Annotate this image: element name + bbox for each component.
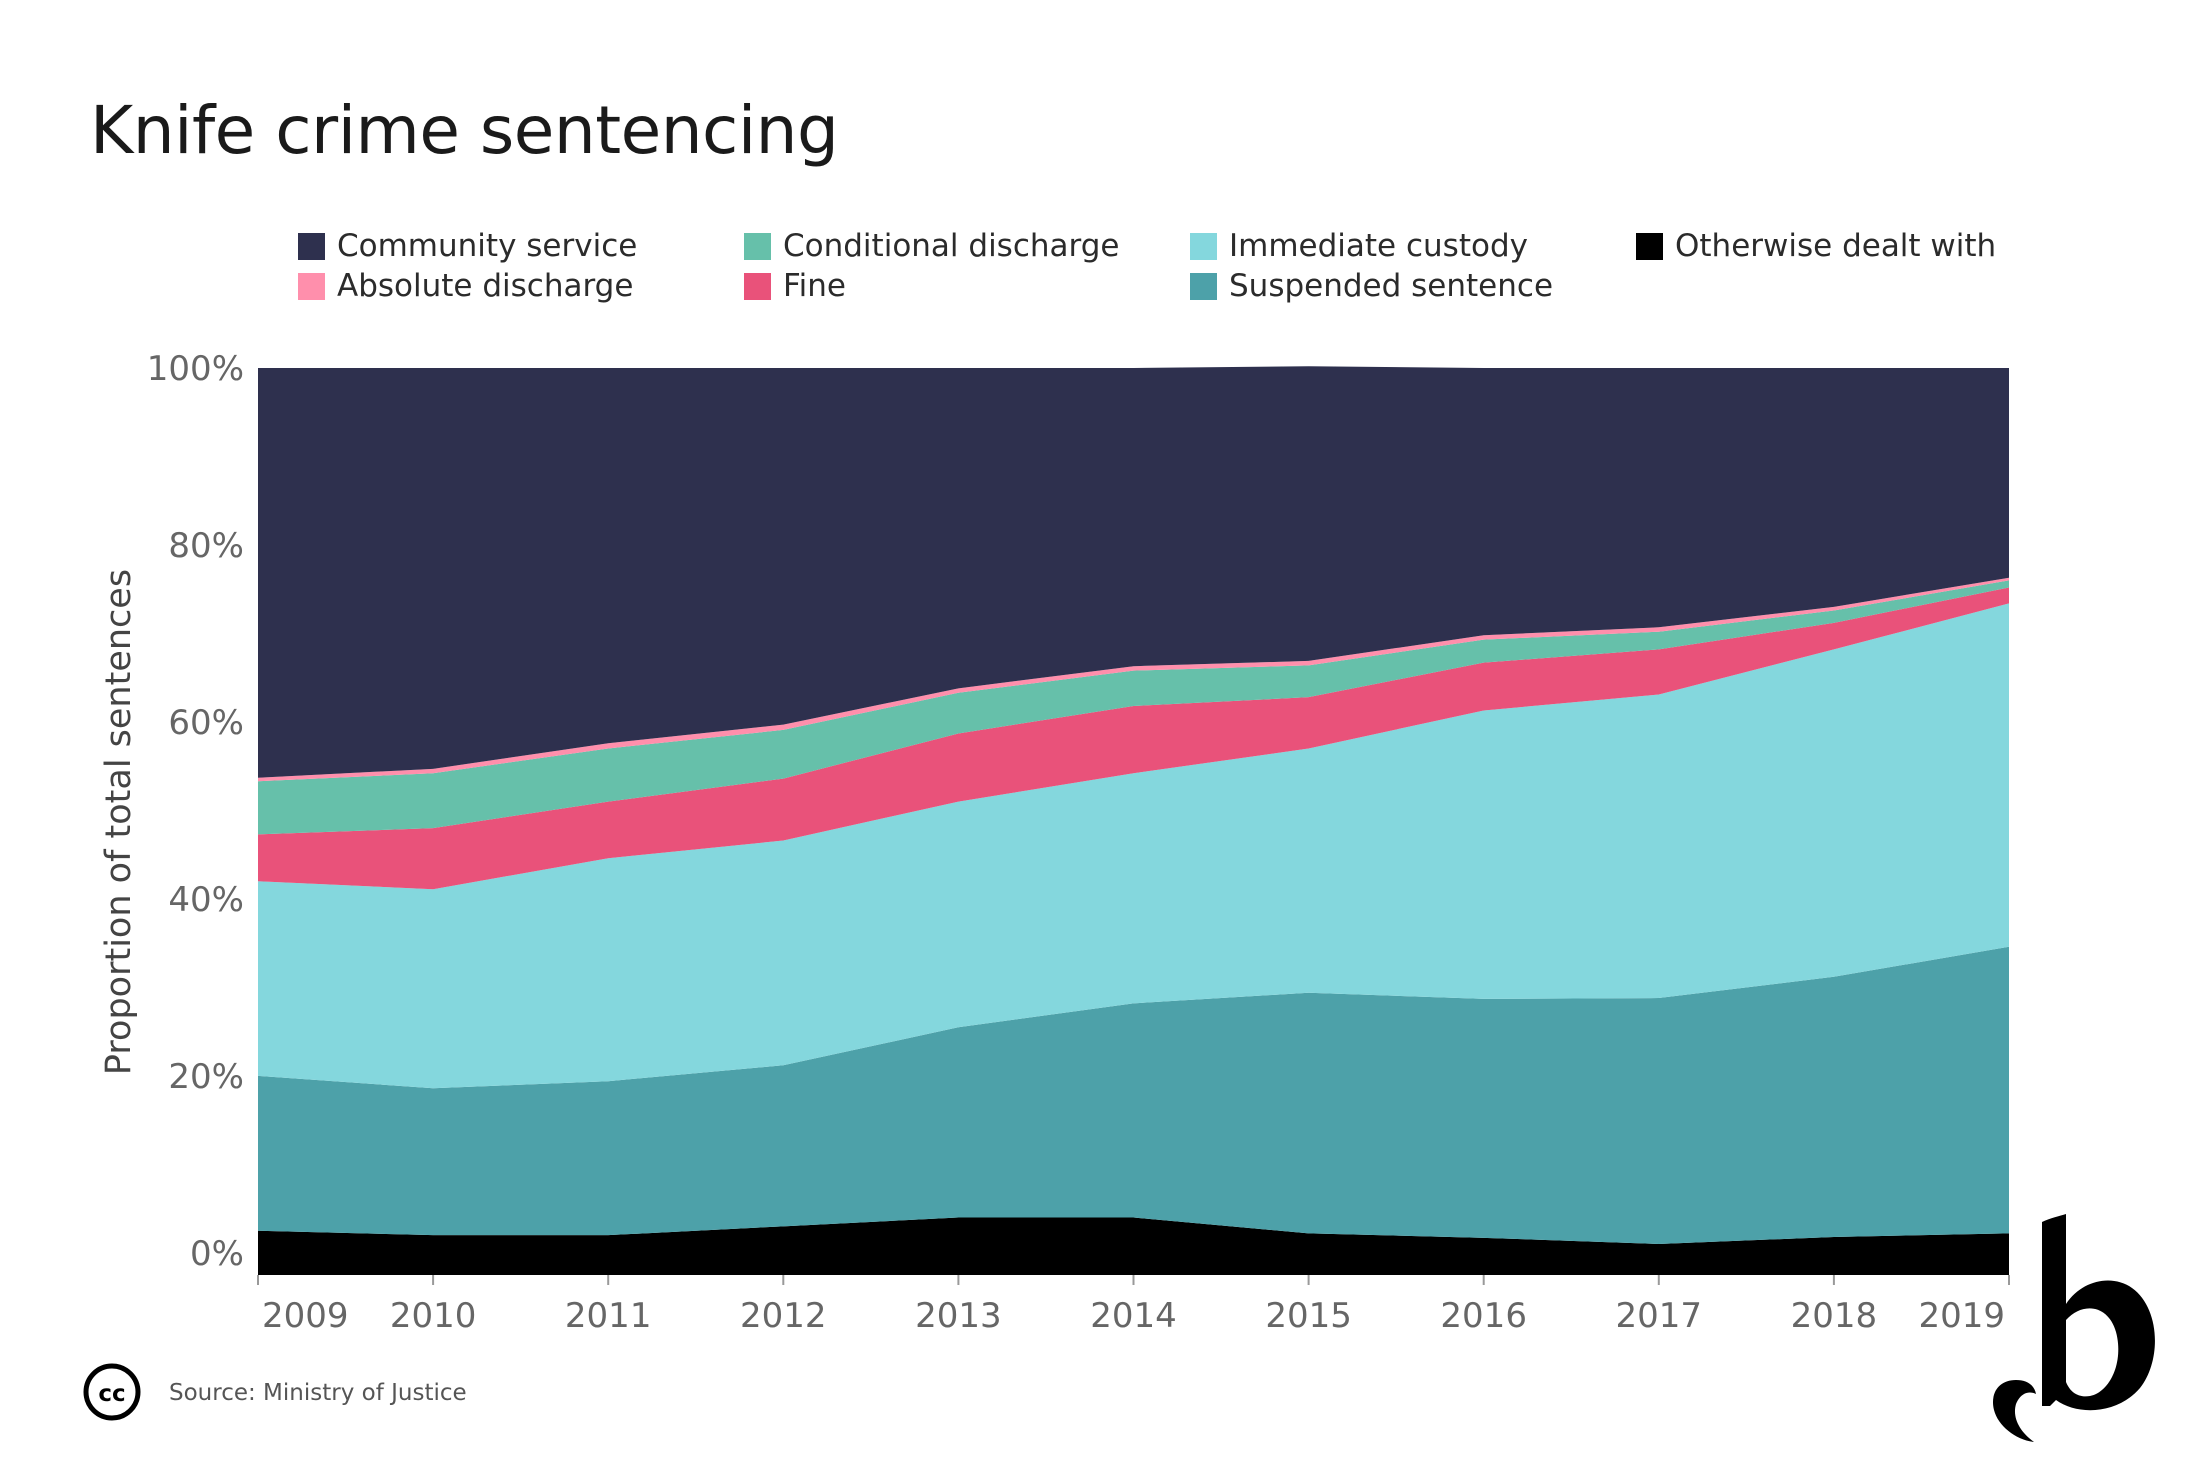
svg-text:cc: cc [98,1381,125,1407]
x-tick-label: 2019 [1918,1296,2005,1336]
legend-label: Conditional discharge [783,228,1120,264]
legend-label: Otherwise dealt with [1675,228,1997,264]
x-axis: 2009 2010 2011 2012 2013 2014 2015 2016 2017 2018… [257,1275,2010,1336]
legend-swatch [1190,232,1217,260]
y-tick-label: 0% [190,1234,244,1274]
publisher-logo-icon [1992,1214,2155,1442]
legend-item: Absolute discharge [298,268,633,304]
x-tick-label: 2016 [1440,1296,1527,1336]
legend-item: Conditional discharge [744,228,1119,264]
x-tick-label: 2013 [915,1296,1002,1336]
x-tick-label: 2011 [565,1296,652,1336]
x-tick-label: 2012 [740,1296,827,1336]
y-axis-label: Proportion of total sentences [99,569,139,1075]
x-tick-label: 2010 [390,1296,477,1336]
legend-item: Fine [744,268,846,304]
legend-swatch [744,232,771,260]
x-tick-label: 2017 [1616,1296,1703,1336]
legend-label: Absolute discharge [337,268,634,304]
legend-swatch [1190,272,1217,300]
area-series-suspended-sentence [258,946,2009,1245]
legend-swatch [744,272,771,300]
legend-label: Fine [783,268,846,304]
legend-item: Community service [298,228,637,264]
area-series-conditional-discharge [258,580,2009,835]
x-tick-label: 2014 [1090,1296,1177,1336]
legend-item: Otherwise dealt with [1636,228,1996,264]
y-axis: 0% 20% 40% 60% 80% 100% [147,349,244,1274]
legend-label: Suspended sentence [1229,268,1554,304]
area-series-immediate-custody [258,603,2009,1089]
legend-label: Immediate custody [1229,228,1528,264]
y-tick-label: 80% [168,526,244,566]
chart-title: Knife crime sentencing [90,92,839,169]
source-note: Source: Ministry of Justice [169,1380,467,1406]
y-tick-label: 20% [168,1057,244,1097]
legend-swatch [298,272,325,300]
legend-swatch [1636,232,1663,260]
area-series-fine [258,587,2009,890]
y-tick-label: 40% [168,880,244,920]
legend-label: Community service [337,228,638,264]
area-layers [258,366,2009,1275]
x-tick-label: 2018 [1791,1296,1878,1336]
x-tick-label: 2015 [1265,1296,1352,1336]
legend-swatch [298,232,325,260]
legend-item: Suspended sentence [1190,268,1553,304]
y-tick-label: 100% [147,349,244,389]
y-tick-label: 60% [168,703,244,743]
x-tick-label: 2009 [262,1296,349,1336]
area-series-community-service [258,366,2009,778]
area-series-otherwise-dealt-with [258,1217,2009,1275]
creative-commons-icon: cc [83,1363,141,1421]
legend-item: Immediate custody [1190,228,1528,264]
